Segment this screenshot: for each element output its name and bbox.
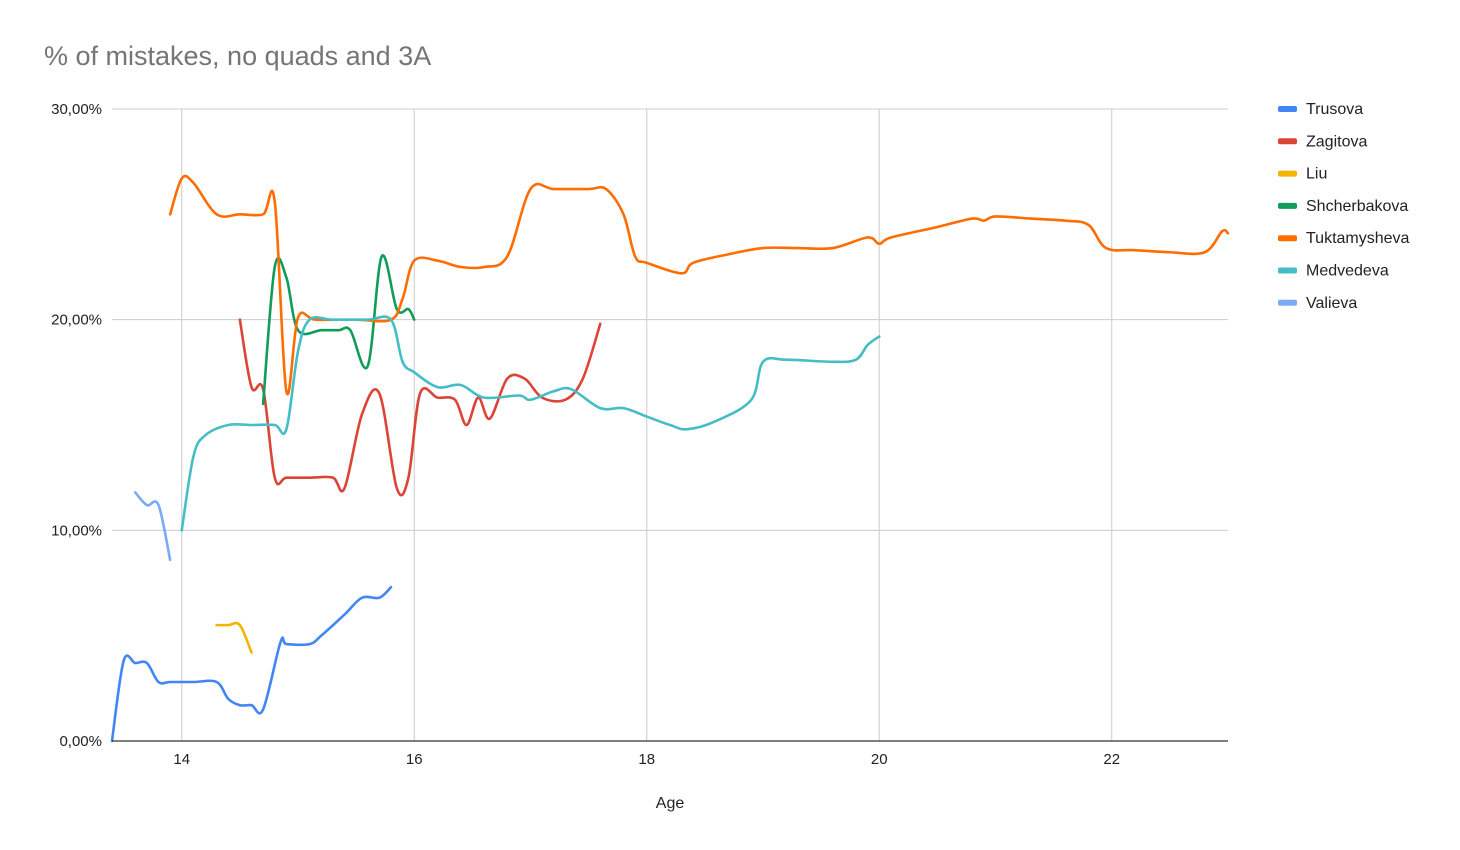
legend-label: Valieva (1306, 295, 1357, 312)
x-axis-title: Age (656, 795, 685, 812)
legend-item-zagitova[interactable]: Zagitova (1278, 133, 1367, 150)
legend-label: Shcherbakova (1306, 198, 1408, 215)
series-line-tuktamysheva (168, 174, 1230, 396)
x-tick-label: 16 (406, 751, 423, 768)
legend-label: Tuktamysheva (1306, 230, 1410, 247)
legend-swatch (1278, 138, 1297, 145)
legend-label: Medvedeva (1306, 263, 1389, 280)
legend-item-valieva[interactable]: Valieva (1278, 295, 1357, 312)
legend-swatch (1278, 267, 1297, 274)
legend-swatch (1278, 202, 1297, 209)
y-tick-label: 10,00% (51, 522, 102, 539)
x-axis-ticks: 14 16 18 20 22 (173, 751, 1120, 768)
legend-label: Liu (1306, 166, 1327, 183)
legend-item-liu[interactable]: Liu (1278, 166, 1327, 183)
y-tick-label: 0,00% (59, 733, 102, 750)
legend-swatch (1278, 235, 1297, 242)
legend-label: Trusova (1306, 101, 1363, 118)
series-line-zagitova (238, 318, 602, 497)
chart-title: % of mistakes, no quads and 3A (44, 41, 431, 71)
x-tick-label: 18 (638, 751, 655, 768)
y-axis-ticks: 0,00% 10,00% 20,00% 30,00% (51, 101, 102, 750)
legend-item-shcherbakova[interactable]: Shcherbakova (1278, 198, 1408, 215)
legend-item-tuktamysheva[interactable]: Tuktamysheva (1278, 230, 1410, 247)
series-line-shcherbakova (261, 254, 416, 406)
y-tick-label: 30,00% (51, 101, 102, 118)
legend-swatch (1278, 106, 1297, 112)
series-line-valieva (133, 491, 172, 562)
legend-swatch (1278, 170, 1297, 177)
y-tick-label: 20,00% (51, 312, 102, 329)
series-line-medvedeva (180, 315, 881, 532)
series-line-trusova (110, 585, 393, 743)
x-tick-label: 14 (173, 751, 190, 768)
legend-swatch (1278, 299, 1297, 306)
legend-item-trusova[interactable]: Trusova (1278, 101, 1363, 118)
series-line-liu (215, 621, 253, 654)
x-tick-label: 20 (871, 751, 888, 768)
legend-item-medvedeva[interactable]: Medvedeva (1278, 263, 1389, 280)
series-lines (110, 174, 1230, 743)
legend: Trusova Zagitova Liu Shcherbakova Tuktamyshe… (1278, 101, 1410, 312)
x-tick-label: 22 (1103, 751, 1120, 768)
legend-label: Zagitova (1306, 133, 1367, 150)
